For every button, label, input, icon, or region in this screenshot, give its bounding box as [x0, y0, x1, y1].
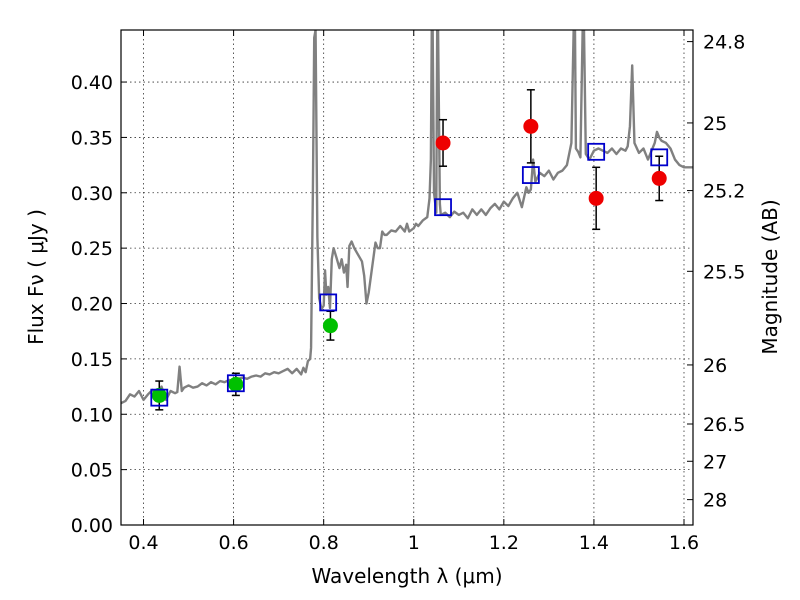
- model-point: [226, 374, 245, 393]
- grid-lines: [121, 30, 693, 526]
- mag-tick-label: 25.2: [703, 181, 745, 203]
- model-point: [521, 166, 540, 184]
- spectrum-line: [121, 30, 693, 405]
- model-point: [587, 142, 606, 161]
- x-tick-label: 0.6: [218, 532, 248, 554]
- y-tick-label: 0.30: [71, 183, 113, 205]
- plot-area: [121, 30, 693, 411]
- y-tick-label: 0.25: [71, 238, 113, 260]
- axis-ticks: [121, 30, 693, 526]
- x-tick-label: 1: [408, 532, 420, 554]
- data-point: [651, 170, 667, 186]
- y-tick-label: 0.15: [71, 349, 113, 371]
- right-axis-title: Magnitude (AB): [758, 199, 782, 354]
- y-tick-label: 0.00: [71, 515, 113, 537]
- plot-frame: [120, 29, 694, 526]
- data-point: [588, 190, 604, 206]
- x-tick-label: 1.6: [669, 532, 699, 554]
- mag-tick-label: 25.5: [703, 261, 745, 283]
- x-tick-label: 0.8: [309, 532, 339, 554]
- x-axis-title: Wavelength λ (μm): [311, 564, 502, 588]
- mag-tick-label: 24.8: [703, 32, 745, 54]
- x-tick-label: 1.4: [579, 532, 609, 554]
- y-tick-label: 0.35: [71, 127, 113, 149]
- data-point: [435, 135, 451, 151]
- data-point: [523, 118, 539, 134]
- mag-tick-label: 28: [703, 490, 727, 512]
- model-point: [150, 388, 169, 407]
- x-tick-label: 0.4: [128, 532, 158, 554]
- y-tick-label: 0.20: [71, 294, 113, 316]
- tick-labels: 0.4 0.6 0.8 1 1.2 1.4 1.6 0.00 0.05 0.10 0.15 0.20 0…: [71, 32, 746, 554]
- model-point: [319, 293, 338, 312]
- y-tick-label: 0.40: [71, 72, 113, 94]
- y-tick-label: 0.05: [71, 460, 113, 482]
- mag-tick-label: 26: [703, 355, 727, 377]
- mag-tick-label: 27: [703, 451, 727, 473]
- data-point: [228, 376, 244, 392]
- model-point: [650, 148, 669, 167]
- mag-tick-label: 25: [703, 113, 727, 135]
- data-point: [151, 387, 167, 403]
- y-tick-label: 0.10: [71, 404, 113, 426]
- x-tick-label: 1.2: [489, 532, 519, 554]
- y-axis-title: Flux Fν ( μJy ): [24, 209, 48, 345]
- mag-tick-label: 26.5: [703, 414, 745, 436]
- data-point: [322, 318, 338, 334]
- model-point: [434, 198, 452, 217]
